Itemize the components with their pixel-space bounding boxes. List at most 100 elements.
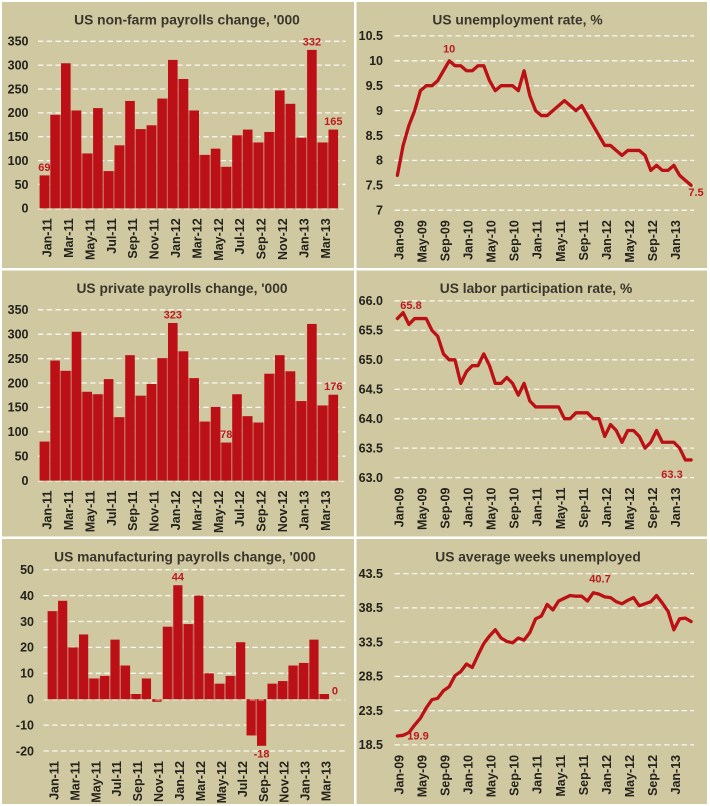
svg-text:Jan-13: Jan-13 [297,491,311,531]
svg-text:10.5: 10.5 [359,29,383,43]
svg-text:Sep-12: Sep-12 [646,755,660,796]
svg-text:100: 100 [8,154,29,168]
svg-text:40.7: 40.7 [589,574,610,586]
svg-text:Jan-11: Jan-11 [531,220,545,259]
svg-text:Sep-10: Sep-10 [508,755,522,796]
svg-text:30: 30 [20,615,34,629]
svg-text:US manufacturing payrolls chan: US manufacturing payrolls change, '000 [54,550,316,565]
svg-text:Sep-12: Sep-12 [255,491,269,532]
svg-text:Mar-11: Mar-11 [62,491,76,531]
svg-text:8.5: 8.5 [366,129,383,143]
svg-text:US labor participation rate, %: US labor participation rate, % [440,281,632,296]
svg-text:Jan-09: Jan-09 [392,220,406,260]
svg-text:May-11: May-11 [554,220,568,262]
svg-text:Jan-10: Jan-10 [462,755,476,795]
svg-text:Jul-11: Jul-11 [105,218,119,253]
svg-text:10: 10 [369,54,383,68]
svg-text:Sep-11: Sep-11 [131,761,145,801]
svg-text:33.5: 33.5 [359,635,383,649]
svg-text:7.5: 7.5 [688,187,703,199]
svg-text:Mar-13: Mar-13 [319,491,333,531]
svg-text:10: 10 [20,667,34,681]
svg-text:63.5: 63.5 [359,441,383,455]
svg-text:Sep-09: Sep-09 [439,755,453,796]
svg-text:50: 50 [20,563,34,577]
svg-text:78: 78 [220,429,232,441]
svg-text:Jan-11: Jan-11 [47,761,61,800]
svg-text:65.0: 65.0 [359,353,383,367]
svg-text:7.5: 7.5 [366,179,383,193]
svg-text:May-11: May-11 [83,491,97,533]
svg-text:Jan-13: Jan-13 [669,488,683,528]
svg-text:200: 200 [8,106,29,120]
svg-text:Sep-10: Sep-10 [508,220,522,261]
svg-text:May-11: May-11 [83,218,97,260]
svg-text:10: 10 [443,44,455,56]
svg-text:Sep-09: Sep-09 [439,220,453,261]
svg-text:-18: -18 [254,748,270,760]
svg-text:Nov-12: Nov-12 [276,218,290,260]
svg-text:250: 250 [8,352,29,366]
svg-text:23.5: 23.5 [359,704,383,718]
svg-text:Mar-12: Mar-12 [194,761,208,801]
svg-text:Mar-13: Mar-13 [320,761,334,801]
svg-text:Sep-11: Sep-11 [126,218,140,258]
svg-text:Mar-11: Mar-11 [62,218,76,258]
svg-text:Jul-12: Jul-12 [233,491,247,527]
svg-text:Nov-12: Nov-12 [276,491,290,533]
svg-text:65.5: 65.5 [359,324,383,338]
svg-text:40: 40 [20,589,34,603]
svg-text:Nov-12: Nov-12 [278,761,292,803]
svg-text:May-09: May-09 [416,220,430,262]
svg-text:May-12: May-12 [623,755,637,797]
svg-text:May-10: May-10 [485,488,499,530]
svg-text:Sep-12: Sep-12 [646,488,660,529]
svg-text:Jan-13: Jan-13 [297,218,311,258]
svg-text:May-12: May-12 [623,488,637,530]
svg-text:Jan-10: Jan-10 [462,488,476,528]
svg-text:63.0: 63.0 [359,471,383,485]
svg-text:8: 8 [376,154,383,168]
svg-text:Jul-12: Jul-12 [236,761,250,797]
svg-text:Jan-12: Jan-12 [173,761,187,801]
svg-text:150: 150 [8,130,29,144]
svg-text:Jan-10: Jan-10 [462,220,476,260]
svg-text:Jan-13: Jan-13 [299,761,313,801]
svg-text:May-12: May-12 [212,491,226,533]
svg-text:64.0: 64.0 [359,412,383,426]
svg-text:176: 176 [324,381,342,393]
svg-text:0: 0 [22,202,29,216]
svg-text:Mar-12: Mar-12 [190,218,204,258]
svg-text:100: 100 [8,425,29,439]
svg-text:Sep-10: Sep-10 [508,488,522,529]
svg-text:9.5: 9.5 [366,79,383,93]
svg-text:May-10: May-10 [485,220,499,262]
svg-text:Mar-11: Mar-11 [68,761,82,801]
svg-text:7: 7 [376,204,383,218]
svg-text:65.8: 65.8 [400,300,421,312]
svg-text:300: 300 [8,328,29,342]
svg-text:200: 200 [8,376,29,390]
svg-text:165: 165 [324,116,342,128]
svg-text:Sep-11: Sep-11 [577,755,591,795]
svg-text:50: 50 [15,450,29,464]
svg-text:66.0: 66.0 [359,294,383,308]
svg-text:0: 0 [22,474,29,488]
svg-text:Sep-09: Sep-09 [439,488,453,529]
svg-text:May-11: May-11 [554,488,568,530]
svg-text:Nov-11: Nov-11 [152,761,166,802]
svg-text:Sep-11: Sep-11 [577,220,591,260]
svg-text:Jan-12: Jan-12 [600,220,614,260]
svg-text:Sep-12: Sep-12 [646,220,660,261]
svg-text:9: 9 [376,104,383,118]
svg-text:Mar-13: Mar-13 [319,218,333,258]
svg-text:19.9: 19.9 [407,731,428,743]
svg-text:250: 250 [8,82,29,96]
svg-text:Jul-11: Jul-11 [105,491,119,526]
svg-text:Sep-12: Sep-12 [257,761,271,802]
svg-text:US private payrolls change, '0: US private payrolls change, '000 [76,281,287,296]
svg-text:Jan-09: Jan-09 [392,755,406,795]
svg-text:44: 44 [172,572,185,584]
svg-text:38.5: 38.5 [359,601,383,615]
svg-text:US average weeks unemployed: US average weeks unemployed [435,550,641,565]
